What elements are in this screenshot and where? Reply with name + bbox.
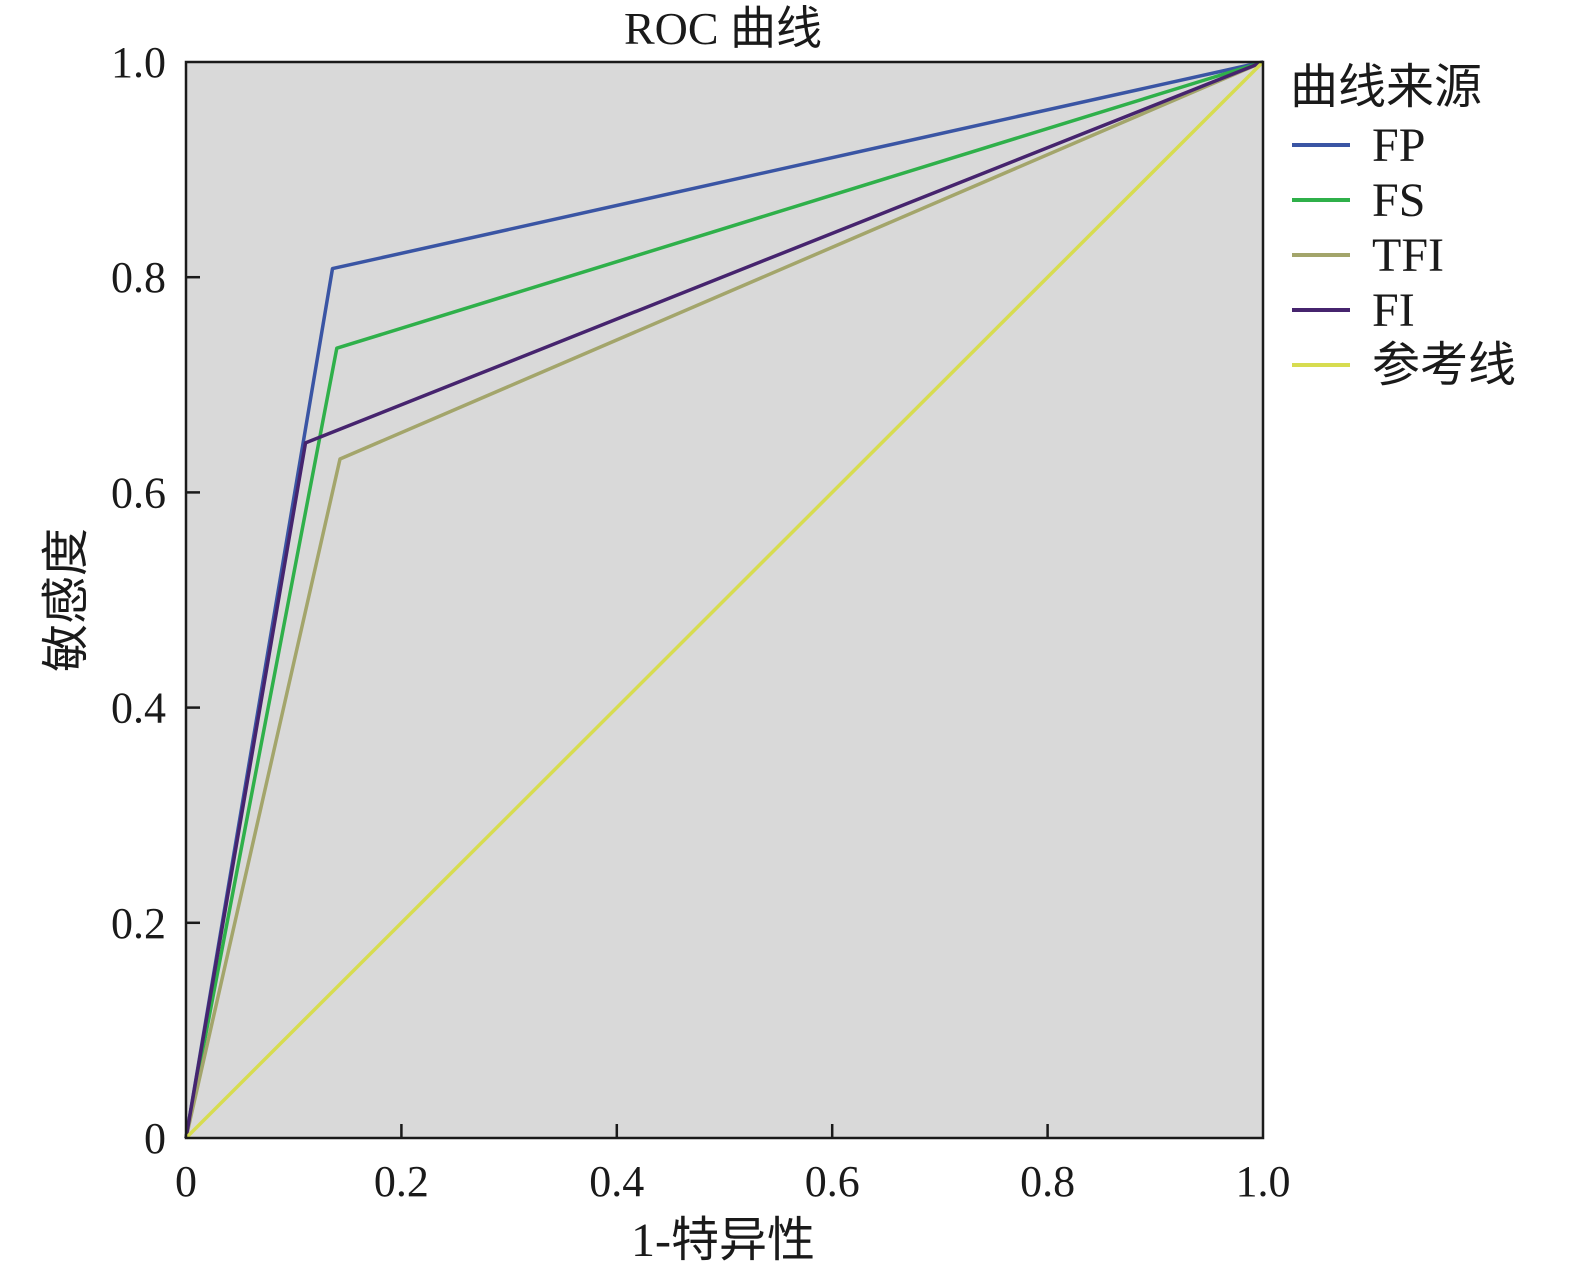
series-line-2	[184, 60, 1264, 1139]
x-tick-label: 0.4	[589, 1157, 644, 1206]
y-tick-label: 0.8	[111, 253, 166, 302]
plot-frame	[184, 60, 1265, 1140]
chart-title: ROC 曲线	[624, 3, 822, 54]
series-line-4	[184, 60, 1265, 1140]
y-tick-label: 0.2	[111, 899, 166, 948]
x-tick-label: 0.8	[1020, 1157, 1075, 1206]
x-tick-label: 1.0	[1236, 1157, 1291, 1206]
y-axis-label: 敏感度	[40, 528, 93, 672]
x-tick-label: 0.2	[374, 1157, 429, 1206]
y-tick-label: 0	[144, 1114, 166, 1163]
x-tick-label: 0.6	[805, 1157, 860, 1206]
x-tick-label: 0	[175, 1157, 197, 1206]
legend-title: 曲线来源	[1290, 61, 1482, 114]
legend-label: FP	[1372, 119, 1425, 172]
y-tick-label: 1.0	[111, 38, 166, 87]
y-axis-ticks: 0 0.2 0.4 0.6 0.8 1.0	[111, 38, 200, 1163]
series-layer	[184, 60, 1265, 1140]
x-axis-label: 1-特异性	[631, 1214, 815, 1267]
y-tick-label: 0.4	[111, 684, 166, 733]
legend-label: FS	[1372, 174, 1425, 227]
legend-label: FI	[1372, 284, 1415, 337]
y-tick-label: 0.6	[111, 468, 166, 517]
legend-label: TFI	[1372, 229, 1444, 282]
legend-label: 参考线	[1372, 339, 1516, 392]
x-axis-ticks: 0 0.2 0.4 0.6 0.8 1.0	[175, 1124, 1291, 1206]
series-line-1	[184, 60, 1264, 1139]
series-line-3	[184, 60, 1264, 1139]
